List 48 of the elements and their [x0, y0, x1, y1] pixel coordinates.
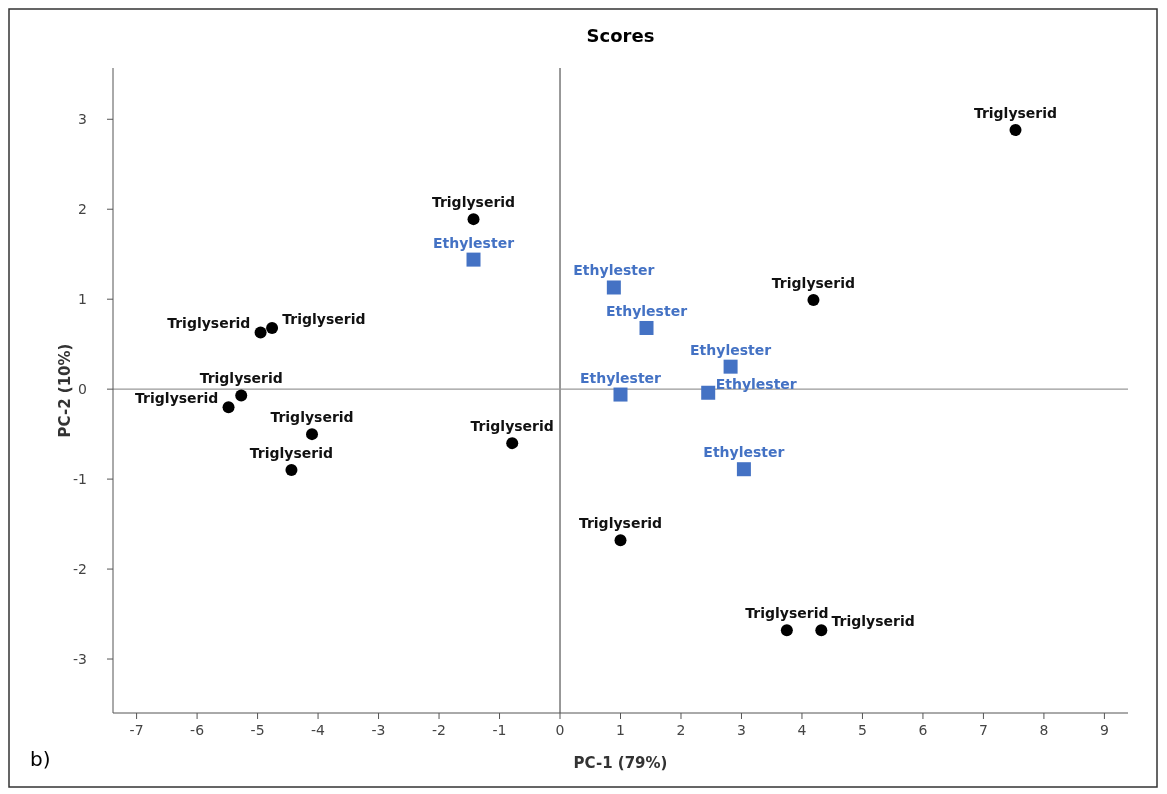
x-tick-label: -6 [190, 722, 205, 738]
x-tick-label: -4 [311, 722, 326, 738]
x-tick-label: 1 [616, 722, 625, 738]
data-label: Triglyserid [270, 409, 354, 426]
data-label: Ethylester [573, 262, 655, 279]
y-tick-label: 3 [78, 111, 87, 128]
data-label: Triglyserid [249, 445, 334, 462]
data-label: Triglyserid [578, 515, 663, 532]
x-tick-label: 4 [797, 722, 807, 738]
data-label: Triglyserid [745, 605, 829, 622]
data-label: Ethylester [715, 375, 797, 392]
data-label: Triglyserid [167, 315, 251, 332]
data-label: Triglyserid [431, 194, 516, 211]
x-tick-label: 9 [1099, 722, 1109, 738]
x-tick-label: 8 [1039, 722, 1049, 738]
data-label: Ethylester [690, 341, 772, 358]
x-tick-label: 2 [676, 722, 686, 738]
y-axis-title: PC-2 (10%) [56, 343, 74, 438]
data-label: Triglyserid [282, 310, 366, 327]
x-tick-label: -5 [250, 722, 265, 738]
data-label: Ethylester [703, 444, 785, 461]
data-label: Ethylester [605, 302, 688, 319]
data-label: Triglyserid [135, 390, 219, 407]
text: b) [30, 747, 51, 771]
x-tick-label: 5 [857, 722, 867, 738]
x-tick-label: -7 [129, 722, 144, 738]
x-tick-label: -1 [492, 722, 507, 738]
x-tick-label: 6 [918, 722, 928, 738]
data-label: Ethylester [432, 234, 515, 251]
data-label: Triglyserid [973, 105, 1058, 122]
data-label: Triglyserid [470, 418, 554, 435]
y-tick-label: 2 [78, 201, 87, 218]
chart-title: Scores [586, 25, 655, 46]
x-tick-label: 3 [737, 722, 746, 738]
data-label: Triglyserid [199, 370, 283, 387]
x-tick-label: 7 [978, 722, 988, 738]
x-tick-label: -2 [432, 722, 447, 738]
data-label: Ethylester [579, 369, 662, 386]
x-tick-label: 0 [555, 722, 565, 738]
x-axis-title: PC-1 (79%) [573, 754, 668, 772]
y-tick-label: -1 [73, 471, 87, 488]
y-tick-label: -2 [73, 561, 87, 578]
data-label: Triglyserid [831, 613, 915, 630]
y-tick-label: 1 [78, 291, 87, 308]
data-label: Triglyserid [771, 275, 856, 292]
y-tick-label: 0 [78, 381, 87, 398]
x-tick-label: -3 [371, 722, 386, 738]
y-tick-label: -3 [73, 651, 87, 668]
